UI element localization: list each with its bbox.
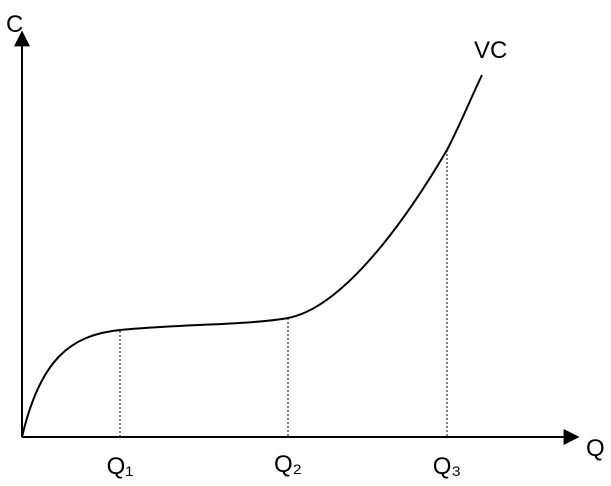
- y-axis-label: C: [6, 11, 23, 38]
- quantity-label: Q₃: [433, 453, 461, 480]
- x-axis-label: Q: [586, 435, 605, 462]
- quantity-label: Q₂: [274, 451, 302, 478]
- vc-curve: [21, 74, 483, 438]
- quantity-label: Q₁: [107, 453, 134, 480]
- curve-label: VC: [474, 37, 507, 64]
